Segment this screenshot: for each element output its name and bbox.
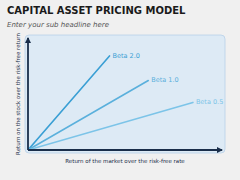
chart: CAPITAL ASSET PRICING MODEL Enter your su… (0, 0, 240, 180)
series-label: Beta 1.0 (151, 76, 178, 84)
y-axis-label: Return on the stock over the risk-free r… (15, 33, 21, 155)
beta-line (28, 81, 148, 150)
series-label: Beta 2.0 (112, 52, 139, 60)
series-label: Beta 0.5 (196, 98, 223, 106)
x-axis (28, 149, 222, 151)
beta-line (28, 102, 193, 150)
series-group (28, 56, 193, 150)
beta-line (28, 56, 109, 150)
plot-background (25, 35, 225, 153)
series-labels: Beta 2.0 Beta 1.0 Beta 0.5 (112, 52, 223, 106)
title: CAPITAL ASSET PRICING MODEL (7, 5, 186, 16)
y-axis (27, 38, 29, 150)
subtitle: Enter your sub headline here (7, 21, 109, 29)
x-axis-label: Return of the market over the risk-free … (65, 158, 185, 164)
